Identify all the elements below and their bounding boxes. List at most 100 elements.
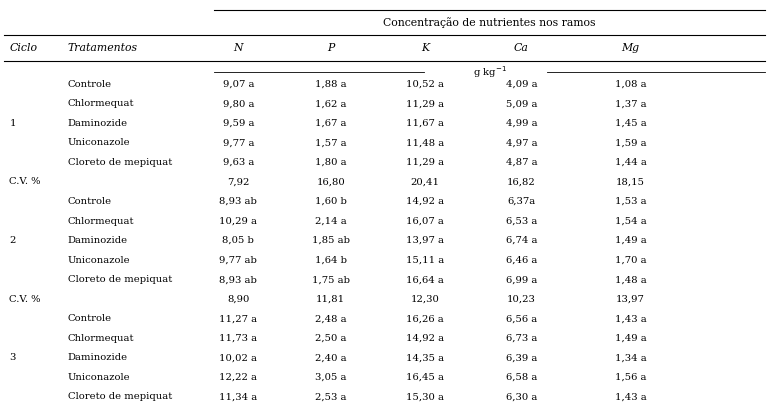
Text: 8,90: 8,90	[227, 295, 250, 304]
Text: 14,35 a: 14,35 a	[406, 353, 444, 362]
Text: N: N	[234, 43, 243, 53]
Text: 1,85 ab: 1,85 ab	[311, 236, 350, 245]
Text: 11,29 a: 11,29 a	[406, 158, 444, 167]
Text: Ca: Ca	[514, 43, 529, 53]
Text: 12,30: 12,30	[411, 295, 440, 304]
Text: 8,93 ab: 8,93 ab	[219, 275, 258, 284]
Text: Chlormequat: Chlormequat	[68, 99, 134, 108]
Text: 20,41: 20,41	[411, 177, 440, 187]
Text: Uniconazole: Uniconazole	[68, 373, 130, 382]
Text: 1: 1	[9, 119, 15, 128]
Text: 1,49 a: 1,49 a	[614, 334, 647, 343]
Text: 1,08 a: 1,08 a	[614, 80, 647, 89]
Text: 12,22 a: 12,22 a	[219, 373, 258, 382]
Text: 1,43 a: 1,43 a	[614, 393, 647, 401]
Text: 3: 3	[9, 353, 15, 362]
Text: 1,57 a: 1,57 a	[315, 138, 347, 147]
Text: 10,23: 10,23	[507, 295, 536, 304]
Text: 1,62 a: 1,62 a	[315, 99, 346, 108]
Text: 1,44 a: 1,44 a	[614, 158, 647, 167]
Text: 9,63 a: 9,63 a	[223, 158, 254, 167]
Text: C.V. %: C.V. %	[9, 295, 41, 304]
Text: 3,05 a: 3,05 a	[315, 373, 346, 382]
Text: 16,80: 16,80	[316, 177, 345, 187]
Text: 8,05 b: 8,05 b	[222, 236, 255, 245]
Text: 11,81: 11,81	[316, 295, 345, 304]
Text: 16,26 a: 16,26 a	[406, 314, 444, 323]
Text: Tratamentos: Tratamentos	[68, 43, 138, 53]
Text: Controle: Controle	[68, 314, 112, 323]
Text: 1,64 b: 1,64 b	[315, 256, 347, 265]
Text: 6,74 a: 6,74 a	[506, 236, 537, 245]
Text: 1,37 a: 1,37 a	[614, 99, 647, 108]
Text: 16,45 a: 16,45 a	[406, 373, 444, 382]
Text: Daminozide: Daminozide	[68, 119, 128, 128]
Text: 16,64 a: 16,64 a	[406, 275, 444, 284]
Text: 1,34 a: 1,34 a	[614, 353, 647, 362]
Text: K: K	[421, 43, 429, 53]
Text: 11,29 a: 11,29 a	[406, 99, 444, 108]
Text: 13,97 a: 13,97 a	[406, 236, 444, 245]
Text: 11,48 a: 11,48 a	[406, 138, 444, 147]
Text: 10,52 a: 10,52 a	[406, 80, 444, 89]
Text: 1,43 a: 1,43 a	[614, 314, 647, 323]
Text: 6,30 a: 6,30 a	[506, 393, 537, 401]
Text: 5,09 a: 5,09 a	[506, 99, 537, 108]
Text: 11,34 a: 11,34 a	[219, 393, 258, 401]
Text: 4,97 a: 4,97 a	[505, 138, 538, 147]
Text: 9,77 a: 9,77 a	[223, 138, 254, 147]
Text: Cloreto de mepiquat: Cloreto de mepiquat	[68, 393, 172, 401]
Text: Ciclo: Ciclo	[9, 43, 37, 53]
Text: 1,70 a: 1,70 a	[614, 256, 647, 265]
Text: 1,59 a: 1,59 a	[614, 138, 647, 147]
Text: 15,30 a: 15,30 a	[406, 393, 444, 401]
Text: 1,67 a: 1,67 a	[315, 119, 346, 128]
Text: 11,27 a: 11,27 a	[219, 314, 258, 323]
Text: Daminozide: Daminozide	[68, 236, 128, 245]
Text: Chlormequat: Chlormequat	[68, 334, 134, 343]
Text: 6,58 a: 6,58 a	[506, 373, 537, 382]
Text: 1,53 a: 1,53 a	[614, 197, 647, 206]
Text: C.V. %: C.V. %	[9, 177, 41, 187]
Text: 11,73 a: 11,73 a	[219, 334, 258, 343]
Text: g kg$^{-1}$: g kg$^{-1}$	[473, 64, 506, 80]
Text: 1,75 ab: 1,75 ab	[311, 275, 350, 284]
Text: 6,99 a: 6,99 a	[506, 275, 537, 284]
Text: 6,56 a: 6,56 a	[506, 314, 537, 323]
Text: 4,99 a: 4,99 a	[505, 119, 538, 128]
Text: Daminozide: Daminozide	[68, 353, 128, 362]
Text: Concentração de nutrientes nos ramos: Concentração de nutrientes nos ramos	[383, 17, 596, 27]
Text: 16,07 a: 16,07 a	[406, 216, 444, 226]
Text: Controle: Controle	[68, 80, 112, 89]
Text: Chlormequat: Chlormequat	[68, 216, 134, 226]
Text: 15,11 a: 15,11 a	[406, 256, 444, 265]
Text: 2,50 a: 2,50 a	[315, 334, 346, 343]
Text: 6,37a: 6,37a	[508, 197, 535, 206]
Text: 6,39 a: 6,39 a	[506, 353, 537, 362]
Text: 2: 2	[9, 236, 15, 245]
Text: 10,29 a: 10,29 a	[219, 216, 258, 226]
Text: P: P	[327, 43, 335, 53]
Text: 1,88 a: 1,88 a	[315, 80, 347, 89]
Text: 1,54 a: 1,54 a	[614, 216, 647, 226]
Text: Uniconazole: Uniconazole	[68, 256, 130, 265]
Text: 4,87 a: 4,87 a	[505, 158, 538, 167]
Text: 6,46 a: 6,46 a	[506, 256, 537, 265]
Text: 14,92 a: 14,92 a	[406, 197, 444, 206]
Text: 2,53 a: 2,53 a	[315, 393, 346, 401]
Text: 8,93 ab: 8,93 ab	[219, 197, 258, 206]
Text: 2,48 a: 2,48 a	[315, 314, 347, 323]
Text: Cloreto de mepiquat: Cloreto de mepiquat	[68, 275, 172, 284]
Text: 13,97: 13,97	[616, 295, 645, 304]
Text: 2,40 a: 2,40 a	[315, 353, 347, 362]
Text: 16,82: 16,82	[507, 177, 536, 187]
Text: 2,14 a: 2,14 a	[315, 216, 347, 226]
Text: 9,07 a: 9,07 a	[223, 80, 254, 89]
Text: 9,80 a: 9,80 a	[223, 99, 254, 108]
Text: 6,53 a: 6,53 a	[506, 216, 537, 226]
Text: 1,45 a: 1,45 a	[614, 119, 647, 128]
Text: 10,02 a: 10,02 a	[219, 353, 258, 362]
Text: 14,92 a: 14,92 a	[406, 334, 444, 343]
Text: 1,49 a: 1,49 a	[614, 236, 647, 245]
Text: 9,77 ab: 9,77 ab	[219, 256, 258, 265]
